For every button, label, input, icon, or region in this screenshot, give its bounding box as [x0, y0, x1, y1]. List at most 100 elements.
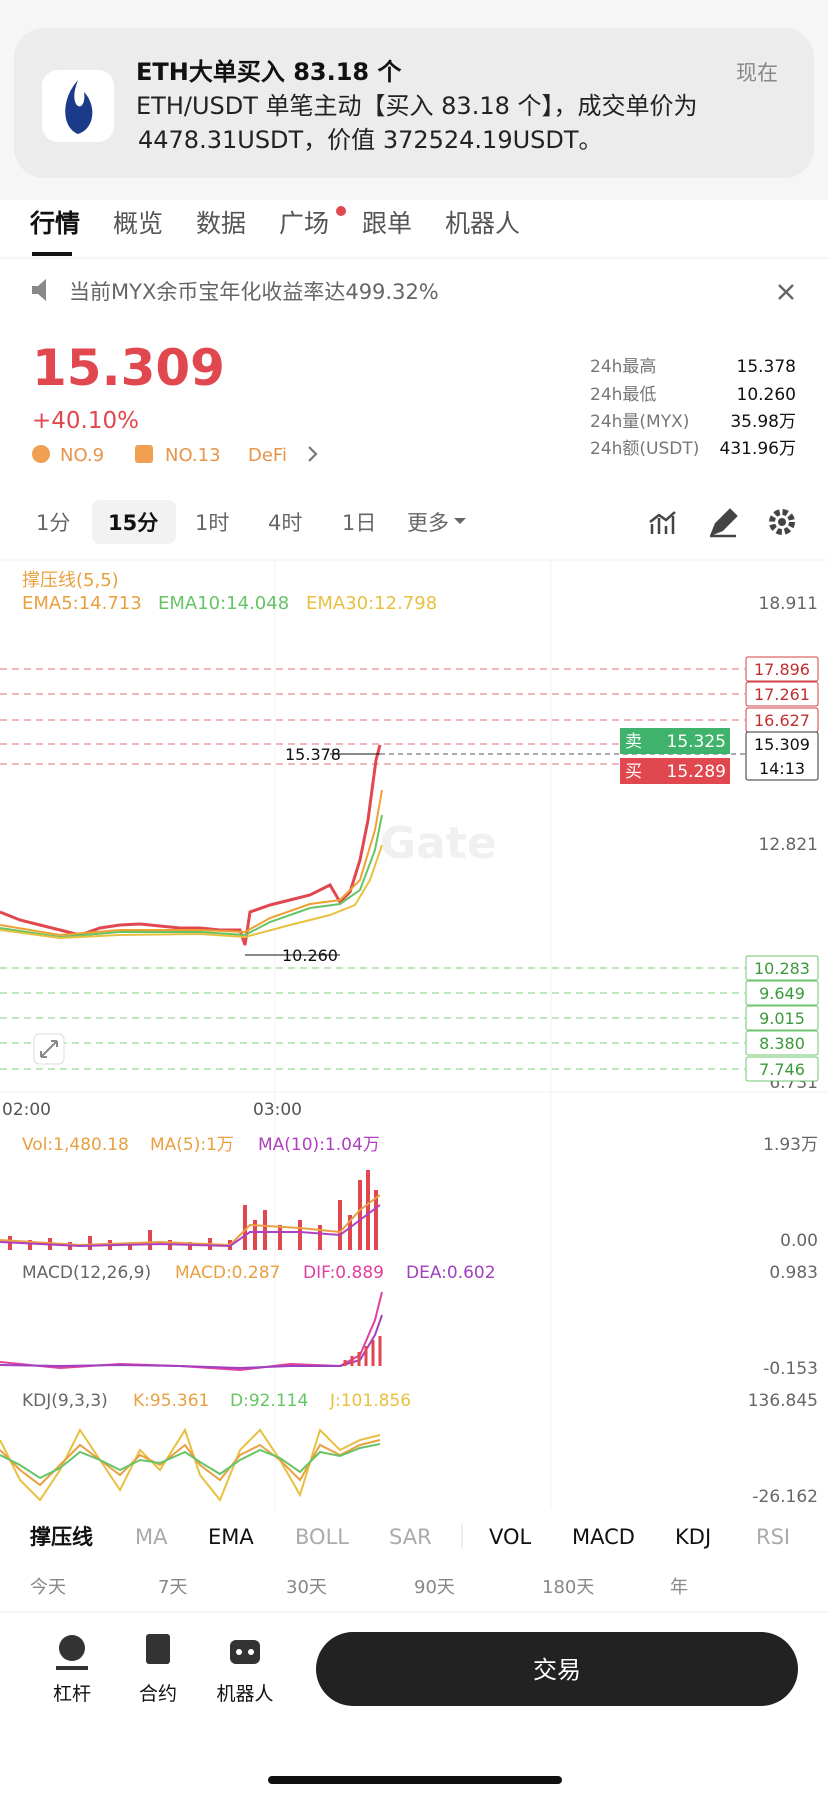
support-box: [745, 1030, 819, 1056]
tag[interactable]: NO.9: [60, 445, 104, 466]
period[interactable]: 今天: [30, 1577, 66, 1598]
timeframe[interactable]: 4时: [268, 511, 302, 535]
resistance-box: [745, 681, 819, 707]
tab[interactable]: 行情: [29, 209, 80, 238]
vol-ma10: [0, 1204, 381, 1248]
close-icon[interactable]: [778, 284, 794, 300]
indicator-tab[interactable]: 撑压线: [30, 1525, 93, 1549]
timeframe[interactable]: 1时: [195, 511, 229, 535]
nav-label[interactable]: 合约: [139, 1683, 177, 1705]
buy-box[interactable]: [620, 758, 730, 784]
macd-bars: [343, 1336, 382, 1366]
k-line: [0, 1439, 381, 1487]
buy-price: 15.289: [667, 762, 726, 782]
timeframe[interactable]: 1日: [342, 511, 376, 535]
indicator-tab[interactable]: VOL: [489, 1525, 532, 1549]
timeframe[interactable]: 1分: [36, 511, 70, 535]
price-change: +40.10%: [32, 408, 139, 434]
stat-value: 15.378: [737, 357, 796, 377]
support-label: 9.015: [759, 1009, 805, 1028]
tag[interactable]: NO.13: [165, 445, 221, 466]
stat-value: 10.260: [737, 385, 796, 405]
badge-dot: [336, 206, 346, 216]
notification-time: 现在: [736, 61, 778, 85]
leverage-icon: [59, 1635, 85, 1661]
period[interactable]: 年: [670, 1577, 688, 1598]
timeframe[interactable]: 更多: [407, 511, 449, 535]
support-label: 8.380: [759, 1034, 805, 1053]
period[interactable]: 90天: [414, 1577, 455, 1598]
period[interactable]: 180天: [542, 1577, 594, 1598]
current-price-box: [745, 731, 819, 781]
macd-label: DIF:0.889: [303, 1263, 384, 1283]
indicator-tab[interactable]: BOLL: [295, 1525, 349, 1549]
notification[interactable]: ETH大单买入 83.18 个 现在 ETH/USDT 单笔主动【买入 83.1…: [14, 28, 814, 178]
tab[interactable]: 广场: [279, 209, 329, 238]
expand-icon: [40, 1040, 58, 1058]
indicator-tab[interactable]: RSI: [756, 1525, 790, 1549]
period[interactable]: 30天: [286, 1577, 327, 1598]
sell-label: 卖: [625, 732, 642, 752]
vol-ma5: [0, 1194, 381, 1247]
indicator-tab[interactable]: MA: [135, 1525, 168, 1549]
tab-bar: [0, 200, 828, 260]
current-price-label: 15.309: [754, 735, 810, 754]
stat-label: 24h最高: [590, 357, 656, 377]
period[interactable]: 7天: [158, 1577, 187, 1598]
dea-line: [0, 1314, 383, 1370]
y-axis-label: 12.821: [759, 835, 818, 855]
tab[interactable]: 概览: [113, 209, 163, 238]
time-label: 03:00: [253, 1100, 302, 1120]
tab[interactable]: 机器人: [445, 209, 520, 238]
indicator-tab[interactable]: MACD: [572, 1525, 635, 1549]
tab[interactable]: 数据: [196, 209, 246, 238]
trade-button[interactable]: [316, 1632, 798, 1706]
nav-label[interactable]: 杠杆: [53, 1683, 91, 1705]
kdj-axis-label: -26.162: [752, 1487, 818, 1507]
indicator-tab[interactable]: KDJ: [675, 1525, 711, 1549]
nav-label[interactable]: 机器人: [216, 1683, 273, 1705]
volume-bars: [8, 1170, 378, 1250]
support-label: 9.649: [759, 984, 805, 1003]
vol-label: MA(10):1.04万: [258, 1135, 380, 1155]
macd-axis-label: -0.153: [763, 1359, 818, 1379]
tag[interactable]: DeFi: [248, 445, 287, 466]
settings-icon[interactable]: [769, 509, 795, 535]
tag-icon: [135, 445, 153, 463]
draw-icon[interactable]: [709, 508, 738, 538]
robot-eye: [236, 1649, 242, 1655]
macd-label: MACD:0.287: [175, 1263, 280, 1283]
ema-label: EMA5:14.713: [22, 593, 142, 614]
indicator-tab[interactable]: SAR: [389, 1525, 432, 1549]
sell-price: 15.325: [667, 732, 726, 752]
dropdown-arrow[interactable]: [454, 518, 466, 524]
robot-eye: [248, 1649, 254, 1655]
sell-box[interactable]: [620, 728, 730, 754]
kdj-label: J:101.856: [329, 1391, 411, 1411]
stat-value: 35.98万: [730, 412, 796, 432]
contract-icon: [146, 1634, 170, 1664]
support-label: 10.283: [754, 959, 810, 978]
timeframe-active-bg: [92, 500, 176, 544]
ema5-line: [0, 789, 383, 937]
tab[interactable]: 跟单: [362, 209, 412, 238]
chevron[interactable]: [308, 446, 318, 462]
indicator-tab[interactable]: EMA: [208, 1525, 254, 1549]
timeframe[interactable]: 15分: [108, 511, 158, 535]
trade-button-label: 交易: [533, 1656, 581, 1684]
macd-axis-label: 0.983: [769, 1263, 818, 1283]
y-axis-label: 18.911: [759, 594, 818, 614]
indicator-icon[interactable]: [649, 511, 676, 534]
notification-body: ETH/USDT 单笔主动【买入 83.18 个】，成交单价为: [136, 92, 698, 120]
d-line: [0, 1443, 381, 1480]
kdj-label: K:95.361: [133, 1391, 209, 1411]
notification-card[interactable]: [14, 28, 814, 178]
price-trace: [0, 744, 382, 946]
support-label: 7.746: [759, 1060, 805, 1079]
low-label: 10.260: [282, 946, 338, 965]
banner-text[interactable]: 当前MYX余币宝年化收益率达499.32%: [69, 280, 439, 304]
macd-label: MACD(12,26,9): [22, 1263, 151, 1283]
stat-label: 24h额(USDT): [590, 439, 699, 459]
support-box: [745, 1056, 819, 1082]
vol-axis-label: 1.93万: [763, 1135, 818, 1155]
